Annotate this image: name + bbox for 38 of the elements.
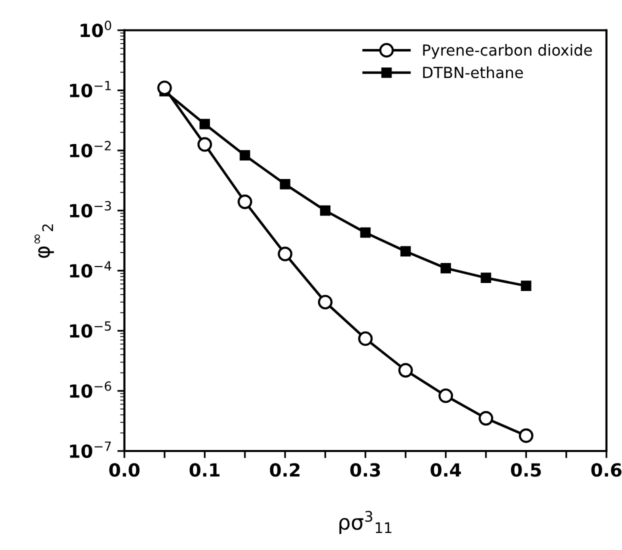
point — [358, 331, 373, 346]
y-tick-label: 10$^{−6}$ — [70, 381, 112, 398]
legend-label: DTBN-ethane — [423, 66, 523, 78]
x-tick-label: 0.1 — [190, 463, 220, 477]
point — [520, 280, 532, 292]
point — [398, 363, 413, 378]
x-tick-label: 0.6 — [591, 463, 622, 477]
point — [318, 294, 333, 310]
point — [240, 150, 250, 161]
y-tick-label: 10$^{−1}$ — [70, 80, 111, 98]
y-tick-label: 10$^{0}$ — [80, 20, 112, 38]
point — [157, 80, 172, 96]
y-tick-label: 10$^{−2}$ — [70, 140, 111, 158]
point — [518, 428, 534, 443]
y-axis-title: φ$^{∞}$$_{2}$ — [34, 224, 54, 258]
point — [200, 118, 210, 130]
point — [197, 137, 212, 152]
point — [478, 411, 494, 426]
x-tick-label: 0.5 — [510, 463, 541, 477]
point — [400, 246, 411, 257]
y-tick-label: 10$^{−5}$ — [70, 321, 111, 338]
x-tick-label: 0.4 — [430, 463, 461, 477]
y-tick-label: 10$^{−3}$ — [70, 201, 111, 218]
point — [480, 272, 492, 284]
y-tick-label: 10$^{−4}$ — [70, 261, 112, 278]
x-tick-label: 0.2 — [270, 463, 300, 477]
x-tick-label: 0.3 — [350, 463, 380, 477]
legend-label: Pyrene-carbon dioxide — [423, 44, 592, 59]
point — [278, 246, 292, 262]
point — [438, 388, 454, 404]
point — [238, 194, 252, 210]
point — [280, 178, 290, 190]
x-axis-title: ρσ$^{3}$$_{11}$ — [339, 510, 392, 534]
x-tick-label: 0.0 — [109, 463, 140, 477]
point — [440, 262, 451, 274]
point — [320, 205, 330, 216]
point — [360, 227, 371, 238]
y-tick-label: 10$^{−7}$ — [70, 442, 111, 458]
